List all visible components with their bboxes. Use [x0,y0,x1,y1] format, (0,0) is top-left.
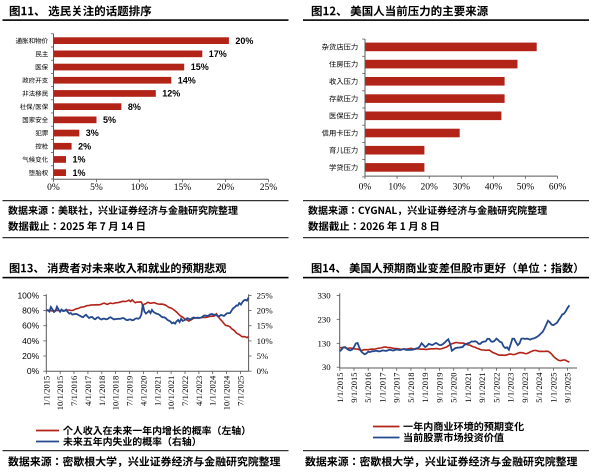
svg-text:1/1/2015: 1/1/2015 [335,373,345,403]
svg-text:9/1/2015: 9/1/2015 [349,373,359,403]
svg-text:5%: 5% [90,183,103,193]
svg-text:17%: 17% [209,49,227,59]
svg-text:0%: 0% [359,182,372,192]
svg-text:10%: 10% [388,182,406,192]
svg-text:9/1/2023: 9/1/2023 [520,373,530,403]
svg-text:3%: 3% [86,128,99,138]
svg-text:1/1/2025: 1/1/2025 [548,373,558,403]
svg-text:5/1/2016: 5/1/2016 [363,373,373,403]
svg-text:0%: 0% [257,366,269,376]
svg-text:2%: 2% [78,141,91,151]
svg-text:20%: 20% [420,182,438,192]
svg-text:1/1/2019: 1/1/2019 [420,373,430,403]
svg-text:80%: 80% [22,306,39,316]
svg-text:5/1/2022: 5/1/2022 [491,373,501,403]
svg-text:10/1/2018: 10/1/2018 [111,376,121,410]
svg-text:30%: 30% [453,182,471,192]
svg-text:15%: 15% [257,321,274,331]
svg-text:20%: 20% [22,351,39,361]
svg-text:5%: 5% [103,115,116,125]
svg-text:20%: 20% [217,183,235,193]
svg-text:8%: 8% [128,102,141,112]
svg-text:20%: 20% [235,36,253,46]
svg-text:4/1/2017: 4/1/2017 [83,376,93,406]
svg-text:1/1/2015: 1/1/2015 [41,376,51,406]
svg-text:130: 130 [317,338,331,348]
svg-text:4/1/2023: 4/1/2023 [194,376,204,406]
svg-text:5%: 5% [257,351,269,361]
svg-text:0%: 0% [27,366,40,376]
svg-text:230: 230 [317,314,331,324]
svg-text:1/1/2023: 1/1/2023 [506,372,516,402]
svg-text:1/1/2018: 1/1/2018 [97,376,107,406]
svg-text:60%: 60% [22,321,39,331]
svg-text:10%: 10% [257,336,274,346]
svg-text:40%: 40% [485,182,503,192]
svg-text:15%: 15% [174,183,192,193]
svg-text:5/1/2020: 5/1/2020 [449,373,459,403]
svg-text:5/1/2024: 5/1/2024 [534,372,544,403]
svg-text:20%: 20% [257,306,274,316]
svg-text:1%: 1% [73,155,86,165]
svg-text:7/1/2025: 7/1/2025 [236,376,246,406]
svg-text:60%: 60% [549,182,567,192]
svg-text:10/1/2021: 10/1/2021 [166,376,176,410]
svg-text:9/1/2017: 9/1/2017 [392,373,402,403]
svg-text:10/1/2015: 10/1/2015 [55,376,65,410]
svg-text:9/1/2025: 9/1/2025 [563,373,573,403]
svg-text:25%: 25% [260,183,278,193]
svg-text:7/1/2019: 7/1/2019 [125,376,135,406]
svg-text:9/1/2019: 9/1/2019 [434,373,444,403]
svg-text:1/1/2024: 1/1/2024 [208,375,218,406]
svg-text:7/1/2016: 7/1/2016 [69,376,79,406]
svg-text:14%: 14% [178,75,196,85]
svg-text:4/1/2020: 4/1/2020 [138,376,148,406]
svg-text:25%: 25% [257,290,274,300]
svg-text:0%: 0% [47,183,60,193]
svg-text:12%: 12% [162,89,180,99]
svg-text:9/1/2021: 9/1/2021 [477,372,487,402]
svg-text:1/1/2021: 1/1/2021 [152,376,162,406]
svg-text:1/1/2017: 1/1/2017 [378,373,388,403]
svg-text:100%: 100% [17,290,39,300]
svg-text:1/1/2021: 1/1/2021 [463,373,473,403]
svg-text:15%: 15% [191,62,209,72]
svg-text:330: 330 [317,290,331,300]
svg-text:5/1/2018: 5/1/2018 [406,373,416,403]
svg-text:50%: 50% [517,182,535,192]
svg-text:7/1/2022: 7/1/2022 [180,376,190,406]
svg-text:40%: 40% [22,336,39,346]
svg-text:1%: 1% [73,168,86,178]
svg-text:30: 30 [322,362,331,372]
svg-text:10/1/2024: 10/1/2024 [222,375,232,410]
svg-text:10%: 10% [131,183,149,193]
